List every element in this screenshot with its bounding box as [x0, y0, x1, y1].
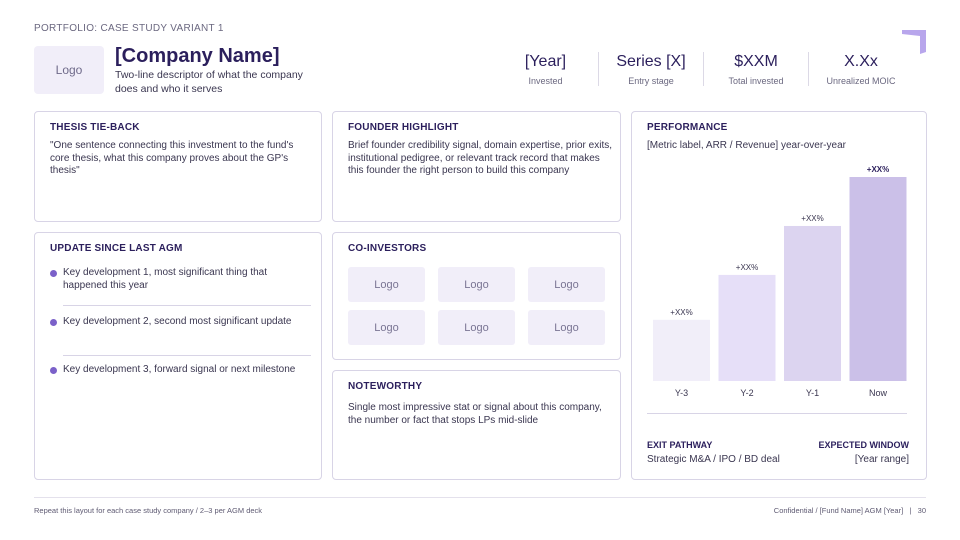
coinvestors-title: CO-INVESTORS: [348, 243, 427, 254]
performance-title: PERFORMANCE: [647, 122, 728, 133]
list-item-text: Key development 3, forward signal or nex…: [63, 364, 296, 375]
bar-y-2: [718, 274, 776, 381]
coinvestor-logo: Logo: [528, 267, 605, 302]
update-card: UPDATE SINCE LAST AGM Key development 1,…: [34, 232, 322, 480]
stat-total-invested: $XXM Total invested: [703, 52, 808, 86]
x-tick-label: Y-1: [806, 388, 819, 398]
stat-value: X.Xx: [844, 53, 878, 70]
company-logo: Logo: [34, 46, 104, 94]
bullet-dot-icon: [50, 367, 57, 374]
brand-mark-icon: [902, 30, 926, 54]
exit-pathway-value: Strategic M&A / IPO / BD deal: [647, 454, 780, 465]
performance-subtitle: [Metric label, ARR / Revenue] year-over-…: [647, 140, 846, 151]
x-tick-label: Y-3: [675, 388, 688, 398]
noteworthy-card: NOTEWORTHY Single most impressive stat o…: [332, 370, 621, 480]
coinvestor-logo: Logo: [348, 310, 425, 345]
coinvestor-logo: Logo: [528, 310, 605, 345]
bar-y-3: [653, 319, 710, 381]
coinvestor-logo-grid: Logo Logo Logo Logo Logo Logo: [348, 267, 605, 345]
list-item-text: Key development 2, second most significa…: [63, 316, 292, 327]
company-name: [Company Name]: [115, 45, 280, 67]
company-descriptor: Two-line descriptor of what the company …: [115, 69, 303, 95]
stat-entry-stage: Series [X] Entry stage: [598, 52, 703, 86]
x-tick-label: Now: [869, 388, 888, 398]
founder-title: FOUNDER HIGHLIGHT: [348, 122, 459, 133]
footer-note: Repeat this layout for each case study c…: [34, 506, 263, 515]
noteworthy-body: Single most impressive stat or signal ab…: [348, 402, 602, 426]
noteworthy-title: NOTEWORTHY: [348, 381, 423, 392]
thesis-body: "One sentence connecting this investment…: [50, 140, 294, 176]
divider: [647, 413, 907, 414]
bar-data-label: +XX%: [867, 165, 889, 174]
footer-separator: |: [905, 506, 916, 515]
stat-moic: X.Xx Unrealized MOIC: [808, 52, 913, 86]
list-item: Key development 1, most significant thin…: [50, 266, 315, 292]
footer-confidential: Confidential / [Fund Name] AGM [Year]: [773, 506, 904, 515]
bar-data-label: +XX%: [670, 308, 692, 317]
bar-y-1: [784, 225, 841, 381]
divider: [63, 305, 311, 306]
divider: [63, 355, 311, 356]
stat-value: $XXM: [734, 53, 778, 70]
coinvestor-logo: Logo: [438, 267, 515, 302]
coinvestor-logo: Logo: [348, 267, 425, 302]
expected-window-title: EXPECTED WINDOW: [818, 440, 909, 450]
footer-right: Confidential / [Fund Name] AGM [Year] | …: [774, 506, 926, 515]
list-item-text: Key development 1, most significant thin…: [63, 267, 268, 291]
founder-body: Brief founder credibility signal, domain…: [348, 140, 613, 176]
exit-pathway-title: EXIT PATHWAY: [647, 440, 713, 450]
eyebrow-label: PORTFOLIO: CASE STUDY VARIANT 1: [34, 23, 224, 34]
footer-divider: [34, 497, 926, 498]
bar-now: [849, 177, 907, 381]
stat-value: [Year]: [524, 53, 567, 70]
bar-data-label: +XX%: [801, 214, 823, 223]
coinvestors-card: CO-INVESTORS Logo Logo Logo Logo Logo Lo…: [332, 232, 621, 360]
list-item: Key development 3, forward signal or nex…: [50, 363, 315, 376]
bar-data-label: +XX%: [736, 263, 758, 272]
stat-label: Entry stage: [628, 76, 674, 86]
coinvestor-logo: Logo: [438, 310, 515, 345]
page-number: 30: [917, 506, 926, 515]
key-stats: [Year] Invested Series [X] Entry stage $…: [493, 52, 913, 86]
founder-card: FOUNDER HIGHLIGHT Brief founder credibil…: [332, 111, 621, 222]
stat-label: Unrealized MOIC: [826, 76, 896, 86]
expected-window-value: [Year range]: [854, 454, 909, 465]
list-item: Key development 2, second most significa…: [50, 314, 315, 330]
stat-label: Invested: [528, 76, 563, 86]
update-title: UPDATE SINCE LAST AGM: [50, 243, 183, 254]
stat-value: Series [X]: [616, 53, 686, 70]
performance-bar-chart: +XX% Y-3 +XX% Y-2 +XX% Y-1 +XX% Now: [653, 165, 907, 398]
performance-card: PERFORMANCE [Metric label, ARR / Revenue…: [631, 111, 927, 480]
bullet-dot-icon: [50, 270, 57, 277]
thesis-title: THESIS TIE-BACK: [50, 122, 140, 133]
x-tick-label: Y-2: [740, 388, 753, 398]
stat-invested: [Year] Invested: [493, 52, 598, 86]
thesis-card: THESIS TIE-BACK "One sentence connecting…: [34, 111, 322, 222]
stat-label: Total invested: [728, 76, 784, 86]
bullet-dot-icon: [50, 319, 57, 326]
